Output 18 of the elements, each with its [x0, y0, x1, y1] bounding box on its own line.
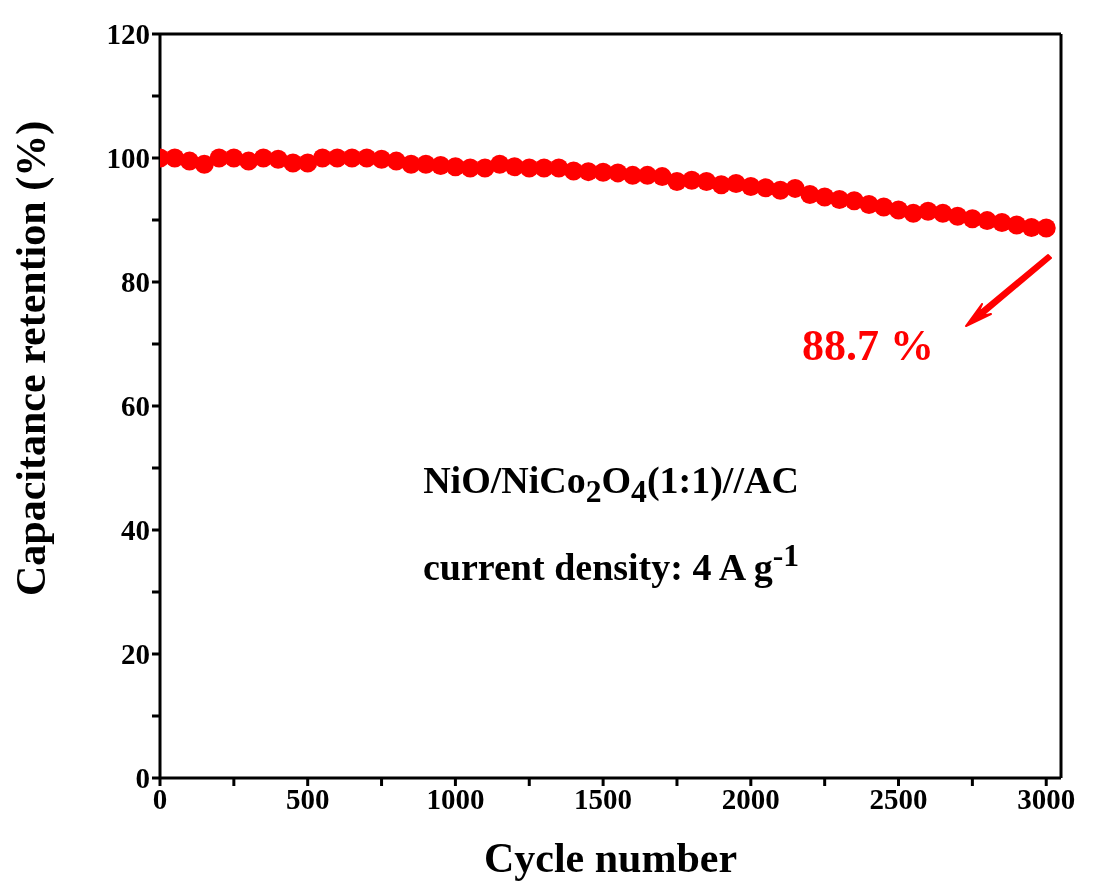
annotation: 88.7 %: [802, 321, 934, 370]
x-tick-label: 2000: [721, 782, 780, 815]
y-tick-label: 80: [121, 266, 150, 299]
y-tick-label: 120: [106, 18, 150, 51]
x-tick-label: 1000: [426, 782, 485, 815]
annotation: NiO/NiCo$_{2}$O$_{4}$(1:1)//AC: [423, 459, 799, 509]
x-tick-label: 1500: [574, 782, 633, 815]
y-tick-label: 100: [106, 142, 150, 175]
y-tick-label: 40: [121, 514, 150, 547]
x-tick-label: 2500: [869, 782, 928, 815]
y-axis-title: Capacitance retention (%): [7, 120, 55, 596]
x-tick-label: 500: [285, 782, 330, 815]
y-tick-label: 60: [121, 390, 150, 423]
y-tick-label: 20: [121, 638, 150, 671]
y-tick-label: 0: [135, 762, 150, 795]
annotation: current density: 4 A g$^{-1}$: [422, 537, 800, 588]
x-axis-title: Cycle number: [483, 835, 738, 881]
x-tick-label: 3000: [1017, 782, 1076, 815]
